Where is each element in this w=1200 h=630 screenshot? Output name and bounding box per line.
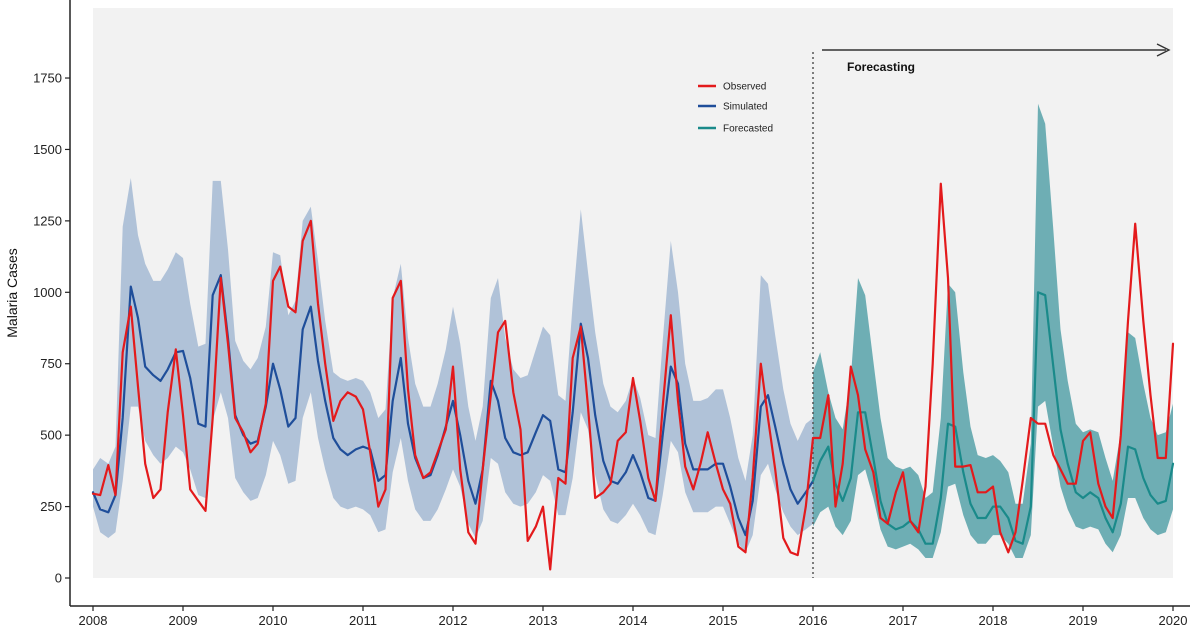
x-tick-label: 2011 [349,613,377,628]
simulated-interval-band [93,178,813,553]
y-tick-label: 500 [40,428,62,443]
x-tick-label: 2012 [439,613,468,628]
x-tick-label: 2018 [979,613,1008,628]
forecast-arrowhead [1156,43,1171,57]
x-tick-label: 2020 [1159,613,1188,628]
forecast-label: Forecasting [847,60,915,74]
y-tick-label: 750 [40,356,62,371]
x-tick-label: 2013 [529,613,558,628]
y-tick-label: 1000 [33,285,62,300]
series-line-simulated [91,274,815,537]
legend: Observed Simulated Forecasted [698,82,773,135]
legend-label-simulated: Simulated [723,102,767,113]
legend-label-observed: Observed [723,82,766,93]
series-lines [91,182,1175,571]
x-tick-label: 2008 [79,613,108,628]
x-tick-label: 2014 [619,613,648,628]
series-line-observed [91,182,1175,571]
legend-label-forecasted: Forecasted [723,124,773,135]
x-tick-label: 2017 [889,613,918,628]
x-tick-label: 2009 [169,613,198,628]
x-tick-label: 2010 [259,613,288,628]
x-tick-label: 2015 [709,613,738,628]
y-tick-label: 1750 [33,71,62,86]
y-axis-title: Malaria Cases [4,248,20,337]
y-tick-label: 250 [40,499,62,514]
x-tick-label: 2016 [799,613,828,628]
y-tick-label: 1500 [33,142,62,157]
y-tick-label: 0 [55,571,62,586]
x-tick-label: 2019 [1069,613,1098,628]
y-tick-label: 1250 [33,213,62,228]
series-line-forecasted [811,291,1175,545]
forecast-annotation: Forecasting [822,43,1171,74]
axes: 0 250 500 750 1000 1250 1500 1750 2008 2009 2010 20… [33,0,1190,628]
